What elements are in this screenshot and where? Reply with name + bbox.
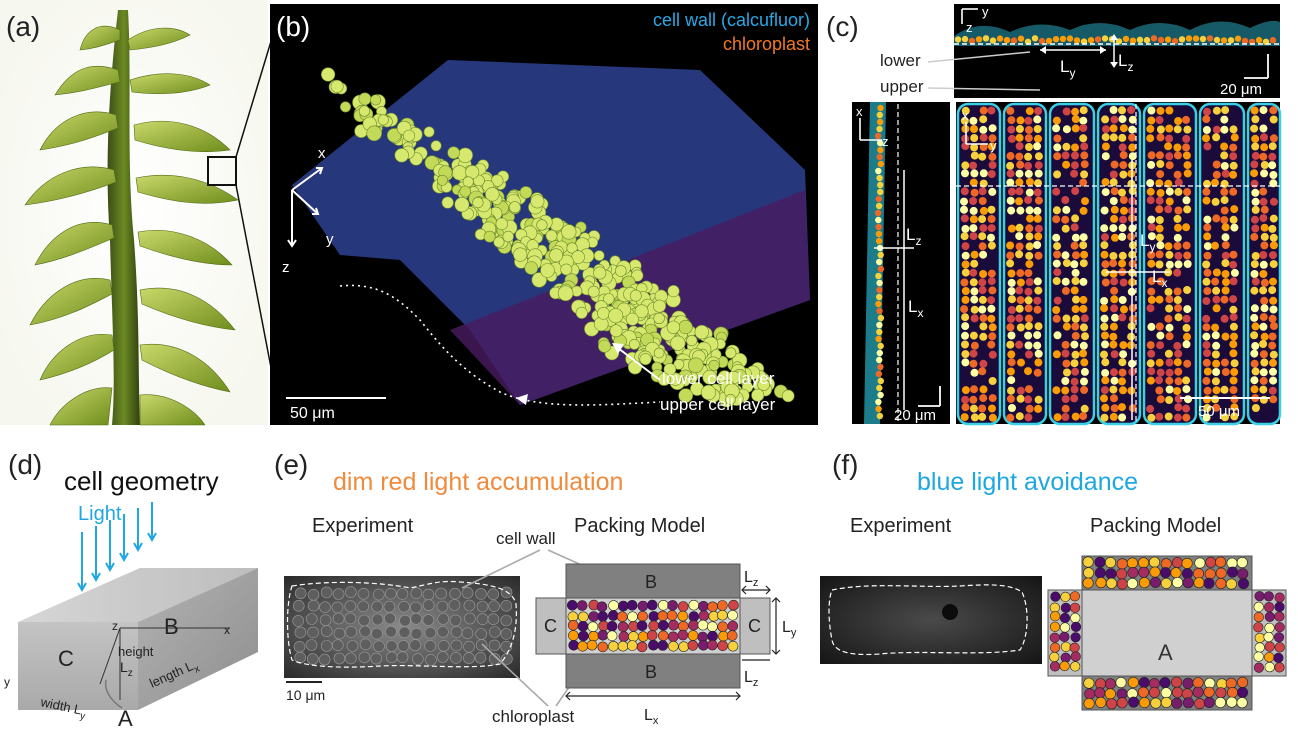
left-chloroplast-column — [874, 104, 885, 420]
panel-d-title: cell geometry — [64, 466, 219, 496]
e-model-face-c-left — [535, 597, 567, 655]
e-face-b-top: B — [645, 572, 657, 592]
panel-b-label: (b) — [276, 11, 310, 42]
d-axis-y: y — [4, 675, 10, 689]
legend-chloroplast: chloroplast — [723, 34, 810, 54]
c-right-axis-y: y — [990, 138, 997, 153]
light-label: Light — [78, 503, 122, 525]
e-model-face-b-bottom — [565, 653, 741, 689]
e-face-c-left: C — [544, 616, 557, 636]
c-right-Lx: Lx — [1152, 267, 1167, 290]
panel-a-label: (a) — [6, 11, 40, 42]
c-top-Ly: Ly — [1060, 57, 1075, 80]
c-left-axis-x: x — [856, 104, 863, 119]
e-cell-wall-label: cell wall — [496, 529, 556, 548]
face-b-label: B — [164, 614, 179, 639]
scalebar-b-label: 50 μm — [290, 405, 335, 422]
c-top-axis-z: z — [966, 20, 973, 35]
e-model-face-c-right — [739, 597, 771, 655]
panel-c: (c) Ly Lz y z lower upper 20 μm Lz Lx — [826, 4, 1282, 426]
c-top-axis-y: y — [982, 4, 989, 19]
d-axis-z: z — [112, 619, 118, 633]
upper-layer-outline — [339, 284, 661, 406]
e-model-label: Packing Model — [574, 515, 705, 537]
panel-d: (d) cell geometry Light B C A x y z heig… — [4, 449, 258, 731]
axes-b — [287, 167, 324, 248]
c-left-axis-z: z — [882, 134, 889, 149]
e-Lz-top: Lz — [744, 569, 758, 589]
f-model-face-a — [1081, 589, 1253, 677]
e-experiment-label: Experiment — [312, 515, 414, 537]
box-top-face — [18, 568, 258, 622]
e-experiment-chloroplasts — [292, 586, 513, 666]
panel-f-title: blue light avoidance — [917, 468, 1138, 496]
c-right-Ly: Ly — [1140, 231, 1155, 254]
image-top-view — [954, 4, 1280, 98]
panel-f: (f) blue light avoidance Experiment Pack… — [820, 449, 1287, 711]
axis-z-label: z — [282, 259, 290, 276]
panel-f-label: (f) — [832, 449, 858, 480]
panel-e: (e) dim red light accumulation Experimen… — [274, 449, 797, 727]
lower-layer-arrow — [617, 347, 661, 381]
axis-y-label: y — [326, 231, 334, 248]
zoom-box — [207, 156, 237, 186]
e-Ly: Ly — [782, 619, 797, 639]
face-c-label: C — [58, 646, 74, 671]
scalebar-c-right-label: 50 μm — [1198, 403, 1240, 420]
face-a-label: A — [118, 706, 133, 731]
scalebar-c-top: 20 μm — [1220, 81, 1262, 98]
panel-e-label: (e) — [274, 449, 308, 480]
c-top-Lz: Lz — [1118, 51, 1133, 74]
f-experiment-label: Experiment — [850, 515, 952, 537]
d-height: height — [118, 644, 154, 659]
panel-a: (a) — [0, 0, 283, 426]
chloroplast-field — [321, 67, 795, 408]
top-chloroplast-row — [954, 35, 1277, 46]
box-side-face — [138, 568, 258, 710]
f-experiment-image — [820, 576, 1042, 664]
box-front-face — [18, 622, 138, 710]
f-face-a-label: A — [1158, 640, 1173, 665]
e-chloroplast-label: chloroplast — [492, 707, 574, 726]
f-model-chloroplasts — [1049, 556, 1285, 710]
c-left-Lz: Lz — [906, 225, 921, 248]
right-cell-grid — [956, 102, 1282, 426]
d-height-L: Lz — [120, 659, 133, 679]
f-model-label: Packing Model — [1090, 515, 1221, 537]
moss-photo — [24, 10, 239, 426]
legend-cell-wall: cell wall (calcufluor) — [653, 10, 810, 30]
d-axis-x: x — [224, 623, 230, 637]
panel-e-title: dim red light accumulation — [333, 468, 623, 496]
e-model-chloroplasts — [566, 599, 739, 653]
e-scalebar-label: 10 μm — [286, 687, 325, 703]
c-lower-label: lower — [880, 51, 921, 70]
e-model-face-b-top — [565, 563, 741, 599]
scalebar-c-left: 20 μm — [894, 407, 936, 424]
axis-x-label: x — [318, 145, 326, 162]
c-upper-label: upper — [880, 77, 924, 96]
e-Lx: Lx — [644, 707, 659, 727]
e-face-b-bottom: B — [645, 662, 657, 682]
c-right-axis-x: x — [962, 108, 969, 123]
e-Lz-bottom: Lz — [744, 669, 758, 689]
annotation-lower-layer: lower cell layer — [662, 369, 775, 388]
annotation-upper-layer: upper cell layer — [660, 395, 776, 414]
panel-b: cell wall (calcufluor) chloroplast x y z… — [270, 4, 818, 425]
panel-d-label: (d) — [8, 449, 42, 480]
light-arrows — [77, 502, 157, 593]
e-face-c-right: C — [748, 616, 761, 636]
c-left-Lx: Lx — [908, 297, 923, 320]
panel-c-label: (c) — [826, 11, 859, 42]
